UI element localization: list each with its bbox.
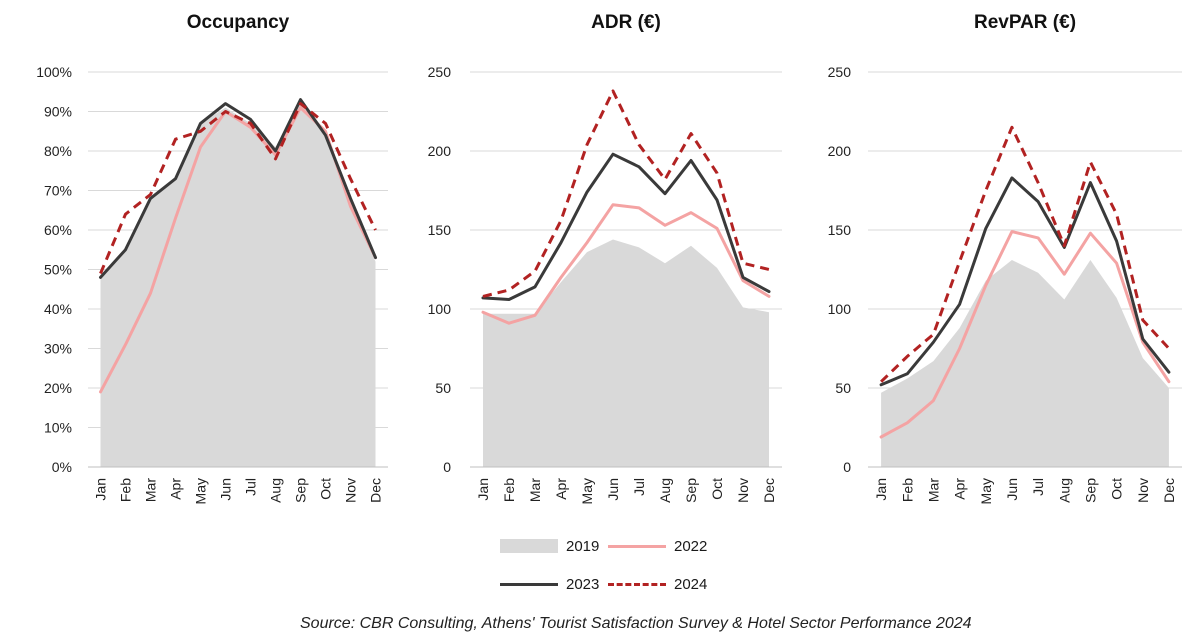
legend-label-2019: 2019	[566, 537, 600, 555]
occupancy-xtick-label: May	[193, 478, 209, 504]
occupancy-xtick-label: Mar	[143, 478, 159, 502]
adr-xtick-label: Jan	[475, 478, 491, 501]
adr-xtick-label: Mar	[527, 478, 543, 502]
adr-ytick-label: 0	[443, 459, 451, 475]
adr-xtick-label: Sep	[683, 478, 699, 503]
revpar-xtick-label: Apr	[952, 478, 968, 500]
adr-ytick-label: 200	[428, 143, 452, 159]
adr-xtick-label: Jul	[631, 478, 647, 496]
adr-xtick-label: Aug	[657, 478, 673, 503]
source-note: Source: CBR Consulting, Athens' Tourist …	[300, 615, 972, 632]
occupancy-line-2023	[99, 98, 377, 279]
legend-item-2024: 2024	[608, 574, 728, 594]
adr-ytick-label: 150	[428, 222, 452, 238]
occupancy-ytick-label: 100%	[36, 64, 72, 80]
adr-ytick-label: 250	[428, 64, 452, 80]
adr-xtick-label: Dec	[761, 478, 777, 503]
adr-xtick-label: Apr	[553, 478, 569, 500]
occupancy-ytick-label: 10%	[44, 420, 72, 436]
revpar-xtick-label: Feb	[899, 478, 915, 502]
revpar-xtick-label: Dec	[1161, 478, 1177, 503]
occupancy-xtick-label: Dec	[368, 478, 384, 503]
revpar-xtick-label: Nov	[1135, 478, 1151, 503]
legend-item-2022: 2022	[608, 536, 728, 556]
adr-area-2019	[483, 239, 769, 467]
occupancy-ytick-label: 90%	[44, 104, 72, 120]
adr-xtick-label: Nov	[735, 478, 751, 503]
revpar-line-2022	[879, 230, 1171, 439]
legend-swatch-2023	[500, 582, 558, 586]
legend-swatch-2019	[500, 539, 558, 553]
revpar-xtick-label: May	[978, 478, 994, 504]
adr-xtick-label: May	[579, 478, 595, 504]
revpar-ytick-label: 0	[843, 459, 851, 475]
revpar-ytick-label: 100	[828, 301, 852, 317]
occupancy-ytick-label: 60%	[44, 222, 72, 238]
revpar-xtick-label: Mar	[925, 478, 941, 502]
adr-ytick-label: 50	[435, 380, 451, 396]
revpar-line-2024	[880, 125, 1171, 383]
occupancy-xtick-label: Oct	[318, 478, 334, 500]
adr-line-2023	[481, 152, 771, 301]
revpar-ytick-label: 200	[828, 143, 852, 159]
revpar-line-2023	[879, 176, 1171, 387]
legend-item-2019: 2019	[500, 536, 600, 556]
occupancy-xtick-label: Apr	[168, 478, 184, 500]
legend-swatch-2022	[608, 544, 666, 548]
adr-xtick-label: Feb	[501, 478, 517, 502]
occupancy-ytick-label: 20%	[44, 380, 72, 396]
occupancy-ytick-label: 40%	[44, 301, 72, 317]
occupancy-ytick-label: 50%	[44, 262, 72, 278]
revpar-xtick-label: Oct	[1109, 478, 1125, 500]
revpar-xtick-label: Jul	[1030, 478, 1046, 496]
revpar-ytick-label: 150	[828, 222, 852, 238]
adr-line-2024	[482, 89, 770, 298]
occupancy-title: Occupancy	[187, 12, 290, 33]
revpar-xtick-label: Jun	[1004, 478, 1020, 501]
revpar-xtick-label: Aug	[1056, 478, 1072, 503]
adr-xtick-label: Jun	[605, 478, 621, 501]
legend-label-2022: 2022	[674, 537, 708, 555]
adr-title: ADR (€)	[591, 12, 661, 33]
occupancy-xtick-label: Nov	[343, 478, 359, 503]
revpar-xtick-label: Jan	[873, 478, 889, 501]
occupancy-xtick-label: Sep	[293, 478, 309, 503]
occupancy-ytick-label: 80%	[44, 143, 72, 159]
legend-label-2023: 2023	[566, 575, 600, 593]
revpar-title: RevPAR (€)	[974, 12, 1076, 33]
charts-canvas: Occupancy 0% 10% 20% 30% 40% 50% 60% 70% 80% 90% 10…	[36, 12, 1182, 504]
occupancy-ytick-label: 0%	[52, 459, 72, 475]
legend: 2019 2022 2023 2024	[500, 536, 760, 594]
revpar-ytick-label: 250	[828, 64, 852, 80]
adr-ytick-label: 100	[428, 301, 452, 317]
occupancy-xtick-label: Jun	[218, 478, 234, 501]
legend-label-2024: 2024	[674, 575, 708, 593]
occupancy-ytick-label: 70%	[44, 183, 72, 199]
revpar-area-2019	[881, 260, 1169, 467]
revpar-ytick-label: 50	[835, 380, 851, 396]
occupancy-line-2024	[99, 102, 377, 275]
adr-xtick-label: Oct	[709, 478, 725, 500]
revpar-xtick-label: Sep	[1082, 478, 1098, 503]
occupancy-xtick-label: Jul	[243, 478, 259, 496]
legend-swatch-2024	[608, 582, 666, 586]
occupancy-xtick-label: Jan	[93, 478, 109, 501]
occupancy-xtick-label: Feb	[118, 478, 134, 502]
occupancy-xtick-label: Aug	[268, 478, 284, 503]
adr-line-2022	[481, 203, 771, 325]
occupancy-ytick-label: 30%	[44, 341, 72, 357]
legend-item-2023: 2023	[500, 574, 600, 594]
occupancy-area-2019	[100, 103, 376, 467]
